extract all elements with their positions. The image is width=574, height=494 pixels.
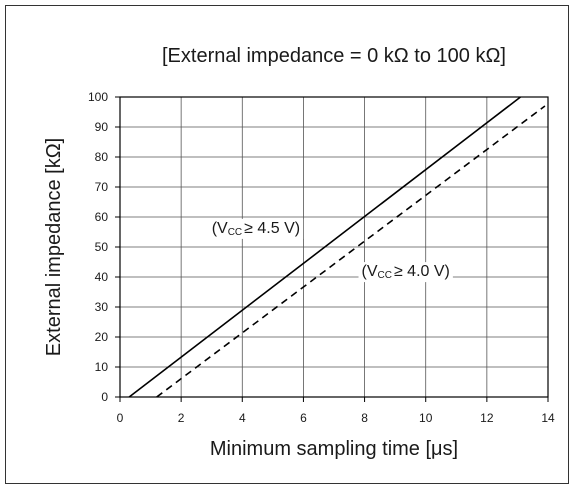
x-tick-label: 12	[480, 411, 494, 425]
chart-title: [External impedance = 0 kΩ to 100 kΩ]	[162, 45, 506, 67]
x-axis-label: Minimum sampling time [μs]	[210, 438, 458, 460]
y-tick-label: 40	[95, 270, 109, 284]
series-labels: (VCC ≥ 4.5 V)(VCC ≥ 4.0 V)	[208, 218, 453, 283]
y-axis-label: External impedance [kΩ]	[43, 138, 65, 356]
y-tick-label: 0	[101, 390, 108, 404]
series-label-rest: ≥ 4.5 V)	[244, 220, 300, 237]
series-label-rest: ≥ 4.0 V)	[394, 263, 450, 280]
x-tick-label: 14	[541, 411, 555, 425]
x-tick-label: 0	[117, 411, 124, 425]
series-label-background	[358, 262, 453, 283]
y-tick-label: 10	[95, 360, 109, 374]
x-tick-label: 8	[361, 411, 368, 425]
y-tick-label: 20	[95, 330, 109, 344]
series-label-main: (V	[362, 263, 378, 280]
series-label-subscript: CC	[378, 270, 392, 281]
grid-lines	[119, 96, 549, 398]
series-label-main: (V	[212, 220, 228, 237]
y-axis-ticks: 0 10 20 30 40 50 60 70 80 90 100	[88, 90, 120, 404]
series-label-background	[208, 218, 304, 239]
series-label-2: (VCC ≥ 4.0 V)	[358, 262, 453, 283]
y-tick-label: 60	[95, 210, 109, 224]
series-label-subscript: CC	[228, 227, 242, 238]
x-tick-label: 4	[239, 411, 246, 425]
figure-border	[5, 5, 569, 484]
x-tick-label: 10	[419, 411, 433, 425]
series-line-1	[128, 96, 521, 398]
series-layer	[128, 96, 546, 398]
y-tick-label: 80	[95, 150, 109, 164]
y-tick-label: 100	[88, 90, 108, 104]
x-tick-label: 6	[300, 411, 307, 425]
series-label-1: (VCC ≥ 4.5 V)	[208, 218, 304, 239]
series-label-text: (VCC ≥ 4.5 V)	[212, 220, 300, 238]
series-label-text: (VCC ≥ 4.0 V)	[362, 263, 450, 281]
y-tick-label: 50	[95, 240, 109, 254]
series-line-2	[156, 105, 546, 398]
y-tick-label: 70	[95, 180, 109, 194]
x-axis-ticks: 0 2 4 6 8 10 12 14	[117, 397, 555, 425]
x-tick-label: 2	[178, 411, 185, 425]
y-tick-label: 30	[95, 300, 109, 314]
y-tick-label: 90	[95, 120, 109, 134]
